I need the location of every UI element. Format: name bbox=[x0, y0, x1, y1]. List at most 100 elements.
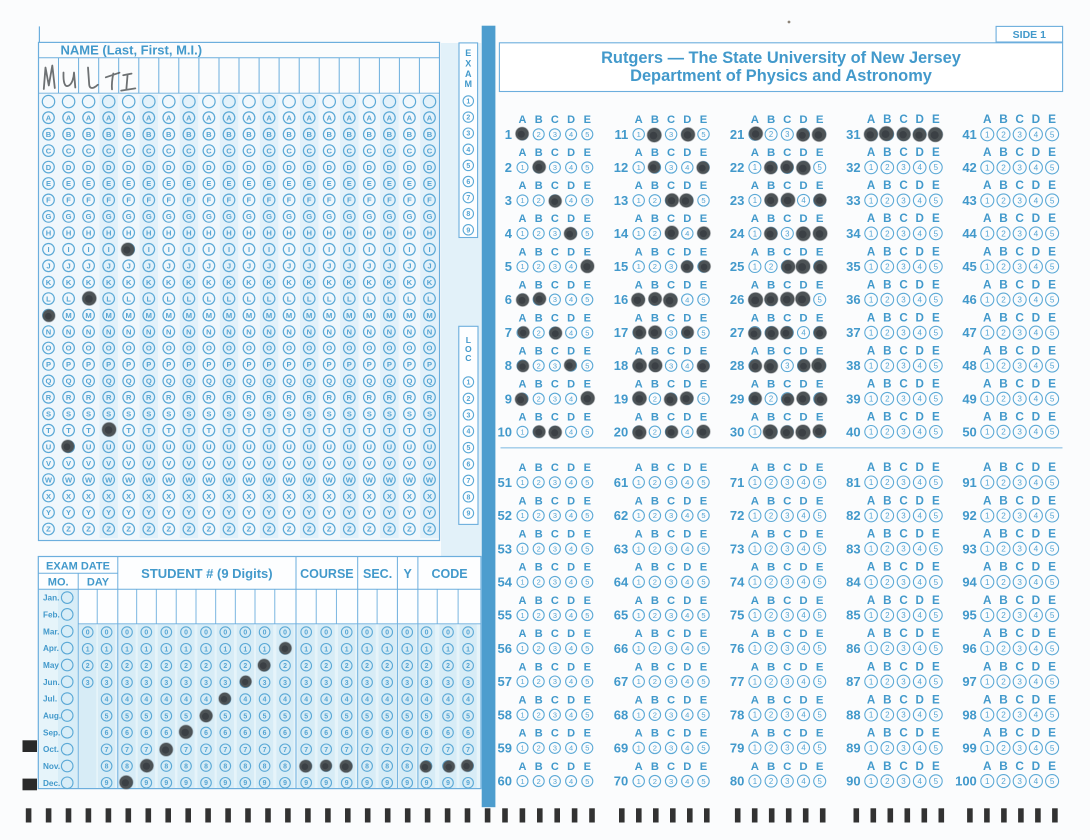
svg-text:N: N bbox=[206, 327, 211, 336]
svg-text:9: 9 bbox=[505, 391, 512, 406]
svg-text:A: A bbox=[519, 562, 527, 574]
svg-text:2: 2 bbox=[86, 663, 90, 670]
svg-text:3: 3 bbox=[553, 262, 557, 271]
svg-text:B: B bbox=[651, 529, 659, 541]
svg-text:U: U bbox=[46, 442, 52, 451]
svg-text:D: D bbox=[799, 529, 807, 541]
svg-text:2: 2 bbox=[769, 262, 773, 271]
svg-text:E: E bbox=[816, 213, 824, 225]
svg-text:1: 1 bbox=[869, 611, 874, 620]
svg-text:B: B bbox=[999, 493, 1008, 507]
svg-text:T: T bbox=[347, 426, 352, 435]
svg-text:72: 72 bbox=[730, 508, 744, 523]
svg-text:D: D bbox=[367, 163, 373, 172]
svg-text:5: 5 bbox=[365, 713, 369, 720]
svg-text:D: D bbox=[916, 760, 924, 773]
svg-text:26: 26 bbox=[730, 292, 744, 307]
svg-text:5: 5 bbox=[1050, 362, 1055, 371]
svg-text:B: B bbox=[535, 412, 543, 424]
svg-text:5: 5 bbox=[1050, 512, 1055, 521]
svg-text:E: E bbox=[700, 695, 708, 707]
svg-text:R: R bbox=[126, 393, 132, 402]
svg-text:C: C bbox=[1015, 726, 1024, 740]
svg-text:C: C bbox=[899, 627, 908, 640]
svg-text:U: U bbox=[146, 442, 152, 451]
svg-text:D: D bbox=[683, 379, 691, 391]
svg-text:D: D bbox=[683, 495, 691, 507]
svg-text:9: 9 bbox=[466, 780, 470, 787]
svg-text:D: D bbox=[683, 695, 691, 707]
svg-text:8: 8 bbox=[125, 764, 129, 771]
svg-text:D: D bbox=[1032, 759, 1041, 773]
svg-text:A: A bbox=[867, 344, 876, 357]
svg-text:F: F bbox=[407, 196, 412, 205]
svg-text:2: 2 bbox=[769, 611, 773, 620]
svg-text:C: C bbox=[551, 462, 559, 474]
svg-text:5: 5 bbox=[701, 196, 705, 205]
svg-text:2: 2 bbox=[885, 395, 890, 404]
svg-text:D: D bbox=[1032, 277, 1041, 291]
svg-text:J: J bbox=[347, 262, 351, 271]
svg-text:K: K bbox=[146, 278, 152, 287]
svg-text:2: 2 bbox=[1001, 196, 1006, 205]
svg-text:9: 9 bbox=[324, 780, 328, 787]
svg-text:A: A bbox=[306, 113, 312, 122]
svg-text:1: 1 bbox=[985, 678, 990, 687]
svg-text:8: 8 bbox=[283, 764, 287, 771]
svg-text:3: 3 bbox=[223, 680, 227, 687]
svg-text:Y: Y bbox=[387, 508, 392, 517]
svg-text:Y: Y bbox=[287, 508, 292, 517]
svg-text:1: 1 bbox=[520, 677, 524, 686]
svg-text:E: E bbox=[367, 179, 372, 188]
svg-text:7: 7 bbox=[425, 747, 429, 754]
svg-text:W: W bbox=[125, 475, 133, 484]
svg-text:X: X bbox=[327, 492, 332, 501]
svg-text:F: F bbox=[307, 196, 312, 205]
svg-text:3: 3 bbox=[785, 478, 789, 487]
svg-text:5: 5 bbox=[934, 578, 939, 587]
svg-text:M: M bbox=[126, 311, 132, 320]
svg-text:B: B bbox=[651, 180, 659, 192]
svg-text:A: A bbox=[867, 311, 876, 324]
svg-text:V: V bbox=[287, 459, 293, 468]
svg-text:K: K bbox=[186, 278, 192, 287]
svg-text:W: W bbox=[145, 475, 153, 484]
svg-text:1: 1 bbox=[365, 646, 369, 653]
svg-text:C: C bbox=[899, 311, 908, 324]
svg-text:A: A bbox=[751, 147, 759, 159]
svg-text:65: 65 bbox=[614, 608, 628, 623]
svg-text:E: E bbox=[932, 694, 940, 707]
svg-text:D: D bbox=[1032, 460, 1041, 474]
svg-text:Z: Z bbox=[187, 525, 192, 534]
svg-text:5: 5 bbox=[1050, 130, 1055, 139]
svg-text:X: X bbox=[46, 492, 51, 501]
svg-text:1: 1 bbox=[869, 744, 874, 753]
svg-text:1: 1 bbox=[985, 362, 990, 371]
svg-text:D: D bbox=[86, 163, 92, 172]
svg-text:4: 4 bbox=[204, 697, 208, 704]
svg-text:Q: Q bbox=[66, 377, 72, 386]
svg-text:E: E bbox=[816, 595, 824, 607]
svg-text:E: E bbox=[816, 661, 824, 673]
svg-text:C: C bbox=[551, 279, 559, 291]
svg-text:D: D bbox=[1032, 211, 1041, 225]
svg-text:5: 5 bbox=[818, 478, 823, 487]
svg-text:V: V bbox=[166, 459, 172, 468]
svg-text:F: F bbox=[66, 196, 71, 205]
svg-text:A: A bbox=[519, 312, 527, 324]
svg-text:T: T bbox=[227, 426, 232, 435]
svg-text:G: G bbox=[166, 212, 172, 221]
svg-text:7: 7 bbox=[105, 747, 109, 754]
svg-text:N: N bbox=[427, 327, 432, 336]
svg-text:2: 2 bbox=[537, 262, 541, 271]
svg-text:2: 2 bbox=[769, 777, 773, 786]
svg-text:S: S bbox=[86, 410, 91, 419]
svg-text:1: 1 bbox=[753, 229, 757, 238]
svg-text:L: L bbox=[66, 294, 71, 303]
svg-text:C: C bbox=[899, 461, 908, 474]
svg-text:C: C bbox=[367, 146, 373, 155]
svg-text:1: 1 bbox=[637, 544, 641, 553]
svg-text:1: 1 bbox=[520, 196, 524, 205]
svg-text:1: 1 bbox=[520, 544, 524, 553]
svg-text:6: 6 bbox=[283, 730, 287, 737]
